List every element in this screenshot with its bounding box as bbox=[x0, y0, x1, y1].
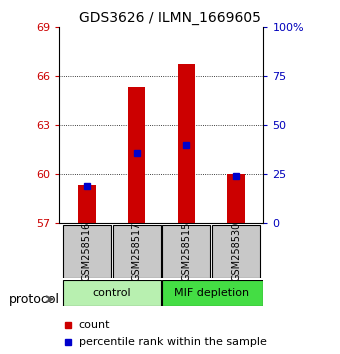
Bar bbox=[163, 225, 210, 278]
Bar bbox=[212, 225, 260, 278]
Text: GDS3626 / ILMN_1669605: GDS3626 / ILMN_1669605 bbox=[79, 11, 261, 25]
Text: MIF depletion: MIF depletion bbox=[174, 288, 249, 298]
Text: GSM258516: GSM258516 bbox=[82, 222, 92, 281]
Bar bbox=[63, 225, 111, 278]
Bar bbox=[128, 87, 145, 223]
Text: GSM258530: GSM258530 bbox=[231, 222, 241, 281]
Text: count: count bbox=[79, 320, 110, 330]
Bar bbox=[63, 280, 160, 306]
Bar bbox=[113, 225, 160, 278]
Bar bbox=[163, 280, 264, 306]
Bar bbox=[78, 185, 96, 223]
Text: GSM258515: GSM258515 bbox=[181, 222, 191, 281]
Bar bbox=[227, 174, 245, 223]
Text: control: control bbox=[92, 288, 131, 298]
Text: protocol: protocol bbox=[8, 293, 60, 306]
Bar bbox=[178, 64, 195, 223]
Text: percentile rank within the sample: percentile rank within the sample bbox=[79, 337, 267, 347]
Text: GSM258517: GSM258517 bbox=[132, 222, 142, 281]
